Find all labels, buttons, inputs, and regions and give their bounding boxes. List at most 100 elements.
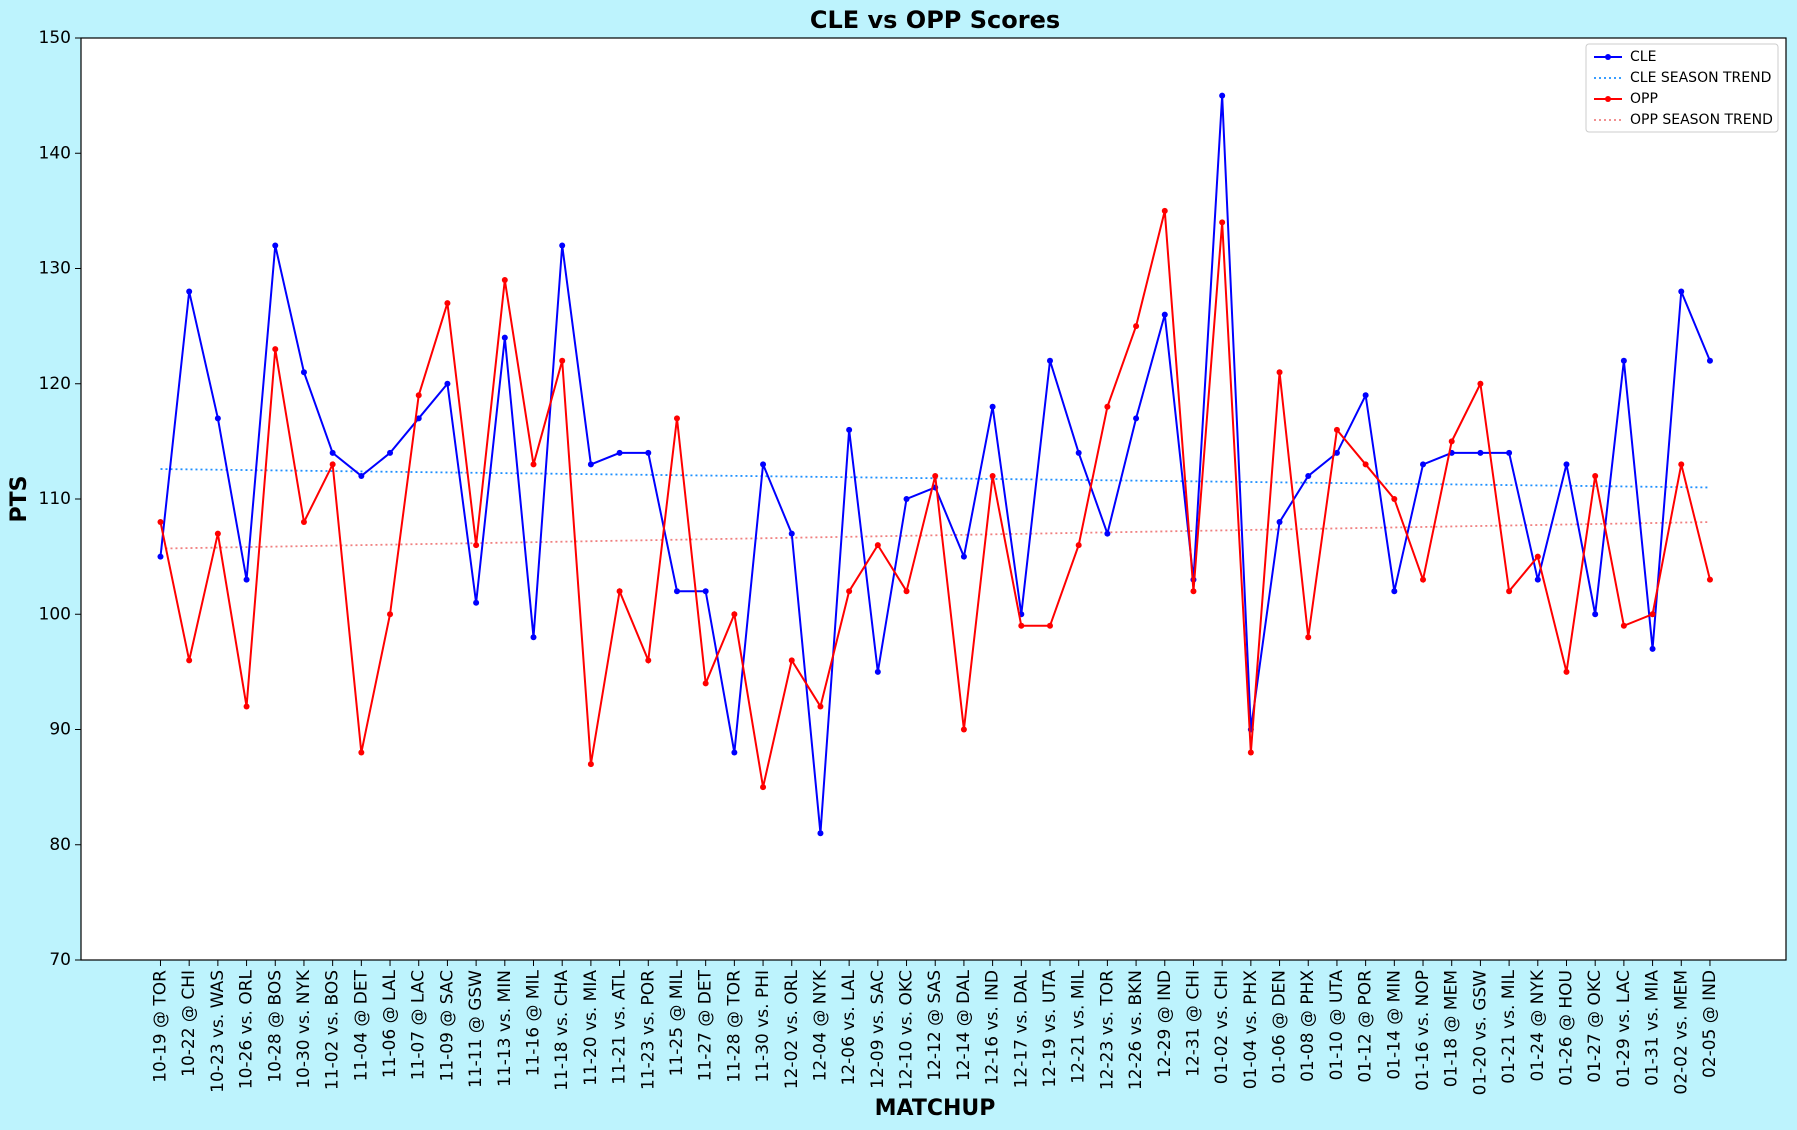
point (1534, 576, 1541, 583)
point (1592, 472, 1599, 479)
x-tick-label: 12-02 vs. ORL (782, 969, 802, 1089)
point (186, 657, 193, 664)
point (903, 496, 910, 502)
point (329, 461, 336, 468)
point (1133, 415, 1140, 422)
trend-line (160, 468, 1710, 489)
point (1706, 576, 1713, 583)
point (559, 242, 566, 249)
point (1046, 357, 1053, 364)
x-tick-label: 10-23 vs. WAS (208, 970, 228, 1093)
legend: CLE CLE SEASON TREND OPP OPP SEASON TREND (1585, 43, 1779, 133)
x-tick-label: 01-31 vs. MIA (1643, 970, 1663, 1086)
point (989, 403, 996, 410)
x-tick-label: 01-29 vs. LAC (1614, 970, 1634, 1088)
trend-line (160, 521, 1710, 550)
point (731, 749, 738, 756)
point (1420, 461, 1427, 468)
x-tick-label: 11-30 vs. PHI (753, 970, 773, 1083)
point (1276, 369, 1283, 376)
point (1305, 634, 1312, 641)
point (214, 530, 221, 537)
point (1592, 611, 1599, 618)
point (358, 749, 365, 756)
x-tick-label: 12-21 vs. MIL (1069, 969, 1089, 1083)
x-axis-label: MATCHUP (875, 1096, 996, 1121)
point (329, 449, 336, 456)
x-tick-label: 10-30 vs. NYK (294, 969, 314, 1089)
legend-marker (1605, 54, 1611, 60)
point (1477, 380, 1484, 387)
point (760, 784, 767, 791)
point (731, 611, 738, 618)
point (1219, 92, 1226, 99)
x-tick-label: 01-26 @ HOU (1556, 970, 1576, 1086)
x-tick-label: 01-16 vs. NOP (1413, 970, 1433, 1091)
x-tick-label: 11-23 vs. POR (638, 970, 658, 1090)
point (1333, 426, 1340, 433)
y-tick-label: 140 (39, 143, 71, 163)
point (616, 449, 623, 456)
point (1448, 438, 1455, 445)
y-axis-label: PTS (7, 476, 32, 523)
point (1649, 611, 1656, 618)
point (1075, 542, 1082, 549)
x-tick-label: 01-14 @ MIN (1384, 970, 1404, 1080)
point (874, 542, 881, 549)
legend-box (1585, 43, 1779, 133)
x-tick-label: 11-25 @ MIL (667, 969, 687, 1076)
point (1563, 461, 1570, 468)
x-tick-label: 12-10 vs. OKC (897, 970, 917, 1090)
x-tick-label: 11-27 @ DET (696, 969, 716, 1081)
x-tick-label: 10-19 @ TOR (150, 970, 170, 1083)
legend-marker (1605, 96, 1611, 102)
point (1104, 403, 1111, 410)
point (788, 530, 795, 537)
point (387, 449, 394, 456)
point (1190, 588, 1197, 595)
y-tick-label: 130 (39, 259, 71, 279)
x-tick-label: 01-24 @ NYK (1528, 969, 1548, 1081)
point (530, 461, 537, 468)
x-tick-label: 11-06 @ LAL (380, 969, 400, 1078)
x-tick-label: 11-11 @ GSW (466, 970, 486, 1088)
x-tick-label: 12-12 @ SAS (925, 970, 945, 1081)
y-tick-label: 110 (39, 489, 71, 509)
x-tick-label: 12-04 @ NYK (810, 969, 830, 1081)
x-tick-label: 11-09 @ SAC (437, 970, 457, 1082)
point (1333, 449, 1340, 456)
point (1534, 553, 1541, 560)
x-tick-label: 12-31 @ CHI (1183, 970, 1203, 1077)
point (157, 519, 164, 526)
point (415, 415, 422, 422)
point (243, 703, 250, 710)
x-tick-label: 12-17 vs. DAL (1011, 969, 1031, 1088)
point (272, 242, 279, 249)
y-tick-label: 80 (49, 835, 71, 855)
x-tick-label: 01-12 @ POR (1356, 970, 1376, 1083)
point (473, 542, 480, 549)
point (415, 392, 422, 399)
point (1391, 496, 1398, 502)
point (788, 657, 795, 664)
point (846, 426, 853, 433)
point (673, 588, 680, 595)
point (214, 415, 221, 422)
point (530, 634, 537, 641)
x-tick-label: 12-09 vs. SAC (868, 970, 888, 1089)
x-tick-label: 02-05 @ IND (1700, 970, 1720, 1078)
legend-label: CLE (1630, 49, 1656, 65)
y-tick-label: 100 (39, 604, 71, 624)
x-tick-label: 01-10 @ UTA (1327, 970, 1347, 1081)
point (616, 588, 623, 595)
point (300, 369, 307, 376)
x-tick-label: 12-29 @ IND (1155, 970, 1175, 1078)
x-tick-label: 01-02 vs. CHI (1212, 970, 1232, 1084)
point (1620, 357, 1627, 364)
x-tick-label: 01-27 @ OKC (1585, 970, 1605, 1083)
point (673, 415, 680, 422)
x-tick-label: 11-13 vs. MIN (495, 970, 515, 1087)
point (272, 346, 279, 353)
plot-area (80, 37, 1787, 961)
point (1391, 588, 1398, 595)
